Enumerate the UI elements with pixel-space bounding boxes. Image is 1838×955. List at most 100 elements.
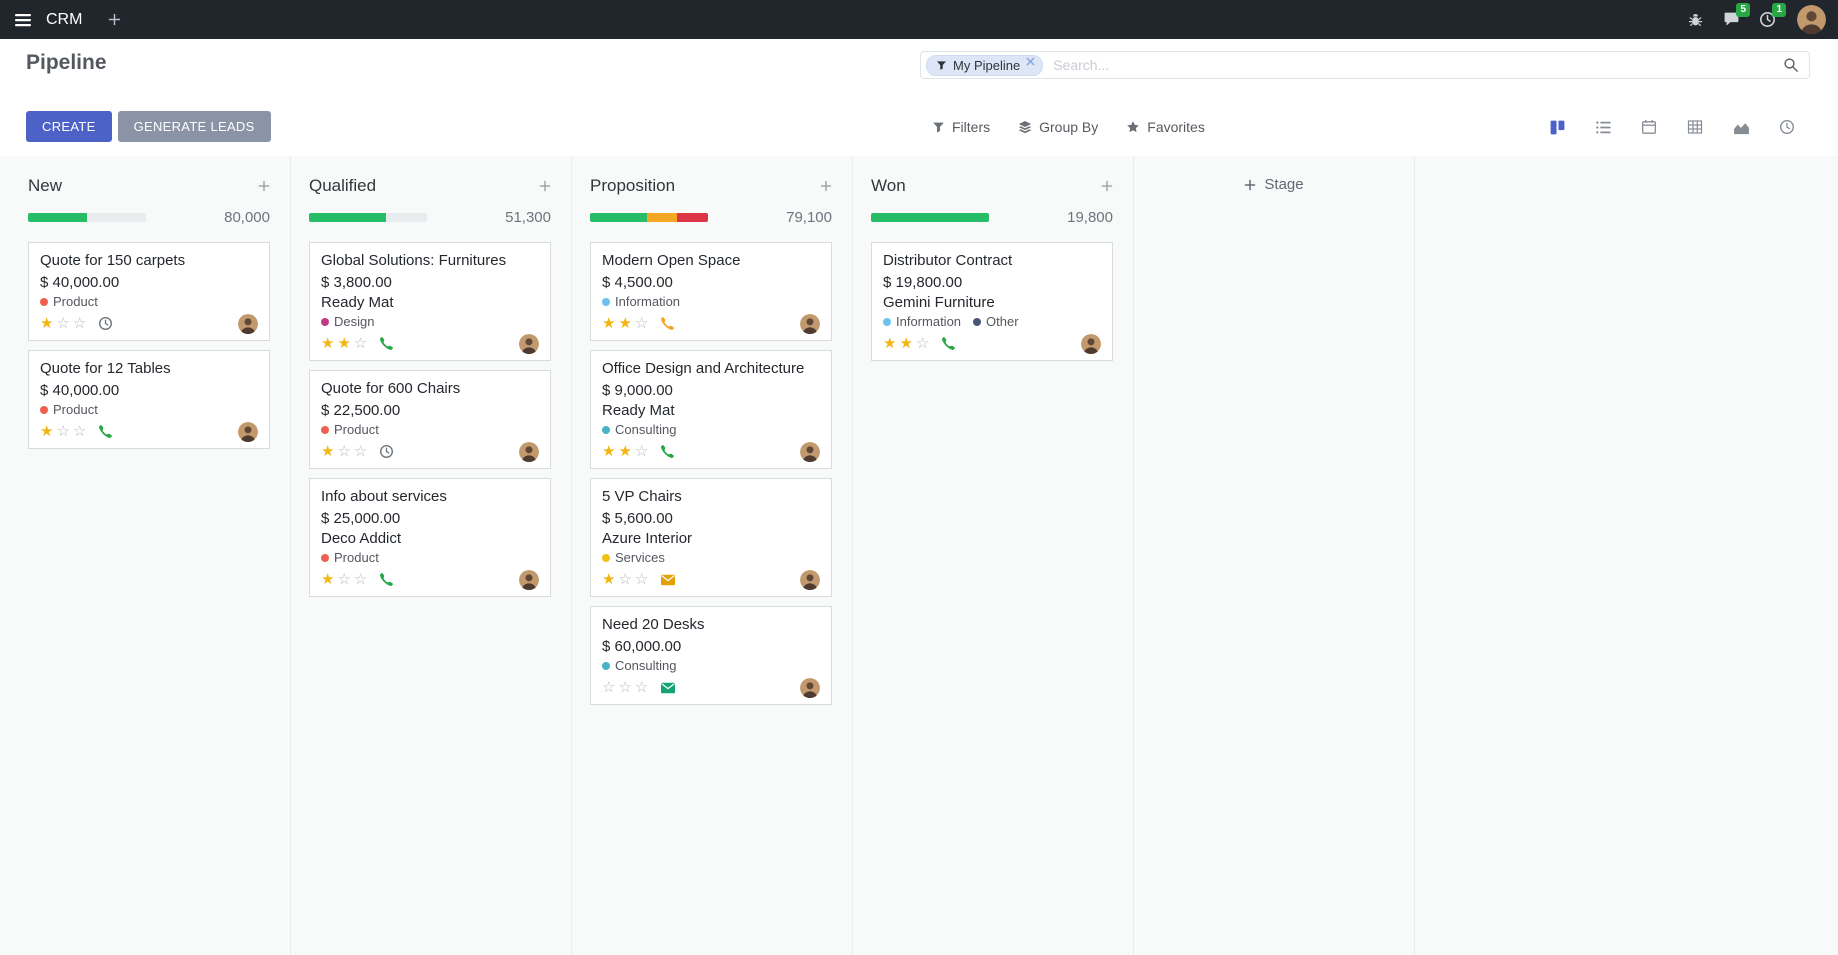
clock-activity-icon[interactable] (379, 444, 394, 459)
search-bar[interactable]: My Pipeline (920, 51, 1810, 79)
user-avatar[interactable] (1797, 5, 1826, 34)
search-input[interactable] (1053, 57, 1783, 73)
envelope-activity-icon[interactable] (660, 680, 676, 696)
priority-star-filled[interactable]: ★ (321, 571, 335, 588)
phone-activity-icon[interactable] (660, 444, 675, 459)
priority-star-empty[interactable]: ☆ (337, 443, 351, 460)
tag-label: Services (615, 550, 665, 565)
progressbar-segment[interactable] (309, 213, 386, 222)
priority-star-empty[interactable]: ☆ (618, 679, 632, 696)
salesperson-avatar[interactable] (519, 569, 539, 590)
priority-star-empty[interactable]: ☆ (634, 679, 649, 696)
salesperson-avatar[interactable] (519, 441, 539, 462)
phone-activity-icon[interactable] (379, 336, 394, 351)
search-facet[interactable]: My Pipeline (926, 54, 1044, 76)
favorites-button[interactable]: Favorites (1126, 119, 1205, 135)
column-progressbar[interactable] (871, 213, 989, 222)
debug-button[interactable] (1677, 0, 1713, 39)
progressbar-segment[interactable] (871, 213, 989, 222)
phone-activity-icon[interactable] (98, 424, 113, 439)
kanban-card[interactable]: Quote for 12 Tables $ 40,000.00 Product … (28, 350, 270, 449)
activities-button[interactable]: 1 (1749, 0, 1786, 39)
kanban-card[interactable]: Global Solutions: Furnitures $ 3,800.00 … (309, 242, 551, 361)
priority-star-empty[interactable]: ☆ (56, 315, 70, 332)
create-button[interactable]: CREATE (26, 111, 112, 142)
progressbar-segment[interactable] (677, 213, 708, 222)
priority-star-filled[interactable]: ★ (40, 423, 54, 440)
kanban-card[interactable]: Info about services $ 25,000.00 Deco Add… (309, 478, 551, 597)
priority-star-empty[interactable]: ☆ (56, 423, 70, 440)
app-name[interactable]: CRM (46, 10, 83, 28)
priority-star-empty[interactable]: ☆ (72, 423, 87, 440)
priority-star-filled[interactable]: ★ (883, 335, 897, 352)
kanban-card[interactable]: Modern Open Space $ 4,500.00 Information… (590, 242, 832, 341)
priority-star-filled[interactable]: ★ (618, 315, 632, 332)
progressbar-segment[interactable] (28, 213, 87, 222)
kanban-card[interactable]: Distributor Contract $ 19,800.00 Gemini … (871, 242, 1113, 361)
phone-activity-icon[interactable] (379, 572, 394, 587)
priority-star-filled[interactable]: ★ (899, 335, 913, 352)
priority-star-filled[interactable]: ★ (321, 335, 335, 352)
phone-activity-icon[interactable] (941, 336, 956, 351)
kanban-card[interactable]: Need 20 Desks $ 60,000.00 Consulting ☆ ☆ ☆ (590, 606, 832, 705)
kanban-card[interactable]: Quote for 150 carpets $ 40,000.00 Produc… (28, 242, 270, 341)
priority-star-filled[interactable]: ★ (321, 443, 335, 460)
priority-star-empty[interactable]: ☆ (634, 443, 649, 460)
kanban-card[interactable]: 5 VP Chairs $ 5,600.00 Azure Interior Se… (590, 478, 832, 597)
priority-star-filled[interactable]: ★ (337, 335, 351, 352)
group-by-button[interactable]: Group By (1018, 119, 1098, 135)
priority-star-empty[interactable]: ☆ (602, 679, 616, 696)
view-pivot-button[interactable] (1672, 112, 1718, 142)
priority-star-empty[interactable]: ☆ (353, 443, 368, 460)
priority-star-filled[interactable]: ★ (40, 315, 54, 332)
salesperson-avatar[interactable] (1081, 333, 1101, 354)
salesperson-avatar[interactable] (238, 313, 258, 334)
quick-create-button[interactable] (258, 180, 270, 192)
quick-create-button[interactable] (1101, 180, 1113, 192)
search-icon[interactable] (1783, 57, 1799, 73)
salesperson-avatar[interactable] (519, 333, 539, 354)
priority-star-empty[interactable]: ☆ (72, 315, 87, 332)
salesperson-avatar[interactable] (800, 569, 820, 590)
progressbar-segment[interactable] (590, 213, 647, 222)
view-kanban-button[interactable] (1534, 112, 1580, 142)
column-progressbar[interactable] (590, 213, 708, 222)
salesperson-avatar[interactable] (800, 313, 820, 334)
view-calendar-button[interactable] (1626, 112, 1672, 142)
view-graph-button[interactable] (1718, 112, 1764, 142)
salesperson-avatar[interactable] (800, 677, 820, 698)
priority-star-filled[interactable]: ★ (602, 443, 616, 460)
phone-activity-icon[interactable] (660, 316, 675, 331)
priority-star-empty[interactable]: ☆ (337, 571, 351, 588)
messages-button[interactable]: 5 (1713, 0, 1750, 39)
priority-star-filled[interactable]: ★ (602, 571, 616, 588)
priority-star-filled[interactable]: ★ (602, 315, 616, 332)
progressbar-segment[interactable] (646, 213, 678, 222)
view-activity-button[interactable] (1764, 112, 1810, 142)
apps-menu-button[interactable] (0, 0, 46, 39)
priority-star-filled[interactable]: ★ (618, 443, 632, 460)
priority-star-empty[interactable]: ☆ (353, 571, 368, 588)
salesperson-avatar[interactable] (800, 441, 820, 462)
priority-star-empty[interactable]: ☆ (618, 571, 632, 588)
column-progressbar[interactable] (309, 213, 427, 222)
generate-leads-button[interactable]: GENERATE LEADS (117, 111, 271, 142)
priority-star-empty[interactable]: ☆ (634, 315, 649, 332)
facet-remove-icon[interactable] (1026, 57, 1035, 66)
kanban-card[interactable]: Quote for 600 Chairs $ 22,500.00 Product… (309, 370, 551, 469)
column-progressbar[interactable] (28, 213, 146, 222)
filters-button[interactable]: Filters (932, 119, 990, 135)
add-stage-button[interactable]: Stage (1134, 176, 1414, 193)
salesperson-avatar[interactable] (238, 421, 258, 442)
clock-activity-icon[interactable] (98, 316, 113, 331)
quick-create-button[interactable] (539, 180, 551, 192)
priority-star-empty[interactable]: ☆ (915, 335, 930, 352)
view-list-button[interactable] (1580, 112, 1626, 142)
quick-create-button[interactable] (820, 180, 832, 192)
card-priority-stars: ★ ★ ☆ (321, 334, 367, 353)
kanban-card[interactable]: Office Design and Architecture $ 9,000.0… (590, 350, 832, 469)
envelope-activity-icon[interactable] (660, 572, 676, 588)
priority-star-empty[interactable]: ☆ (634, 571, 649, 588)
add-menu-button[interactable] (96, 0, 132, 39)
priority-star-empty[interactable]: ☆ (353, 335, 368, 352)
